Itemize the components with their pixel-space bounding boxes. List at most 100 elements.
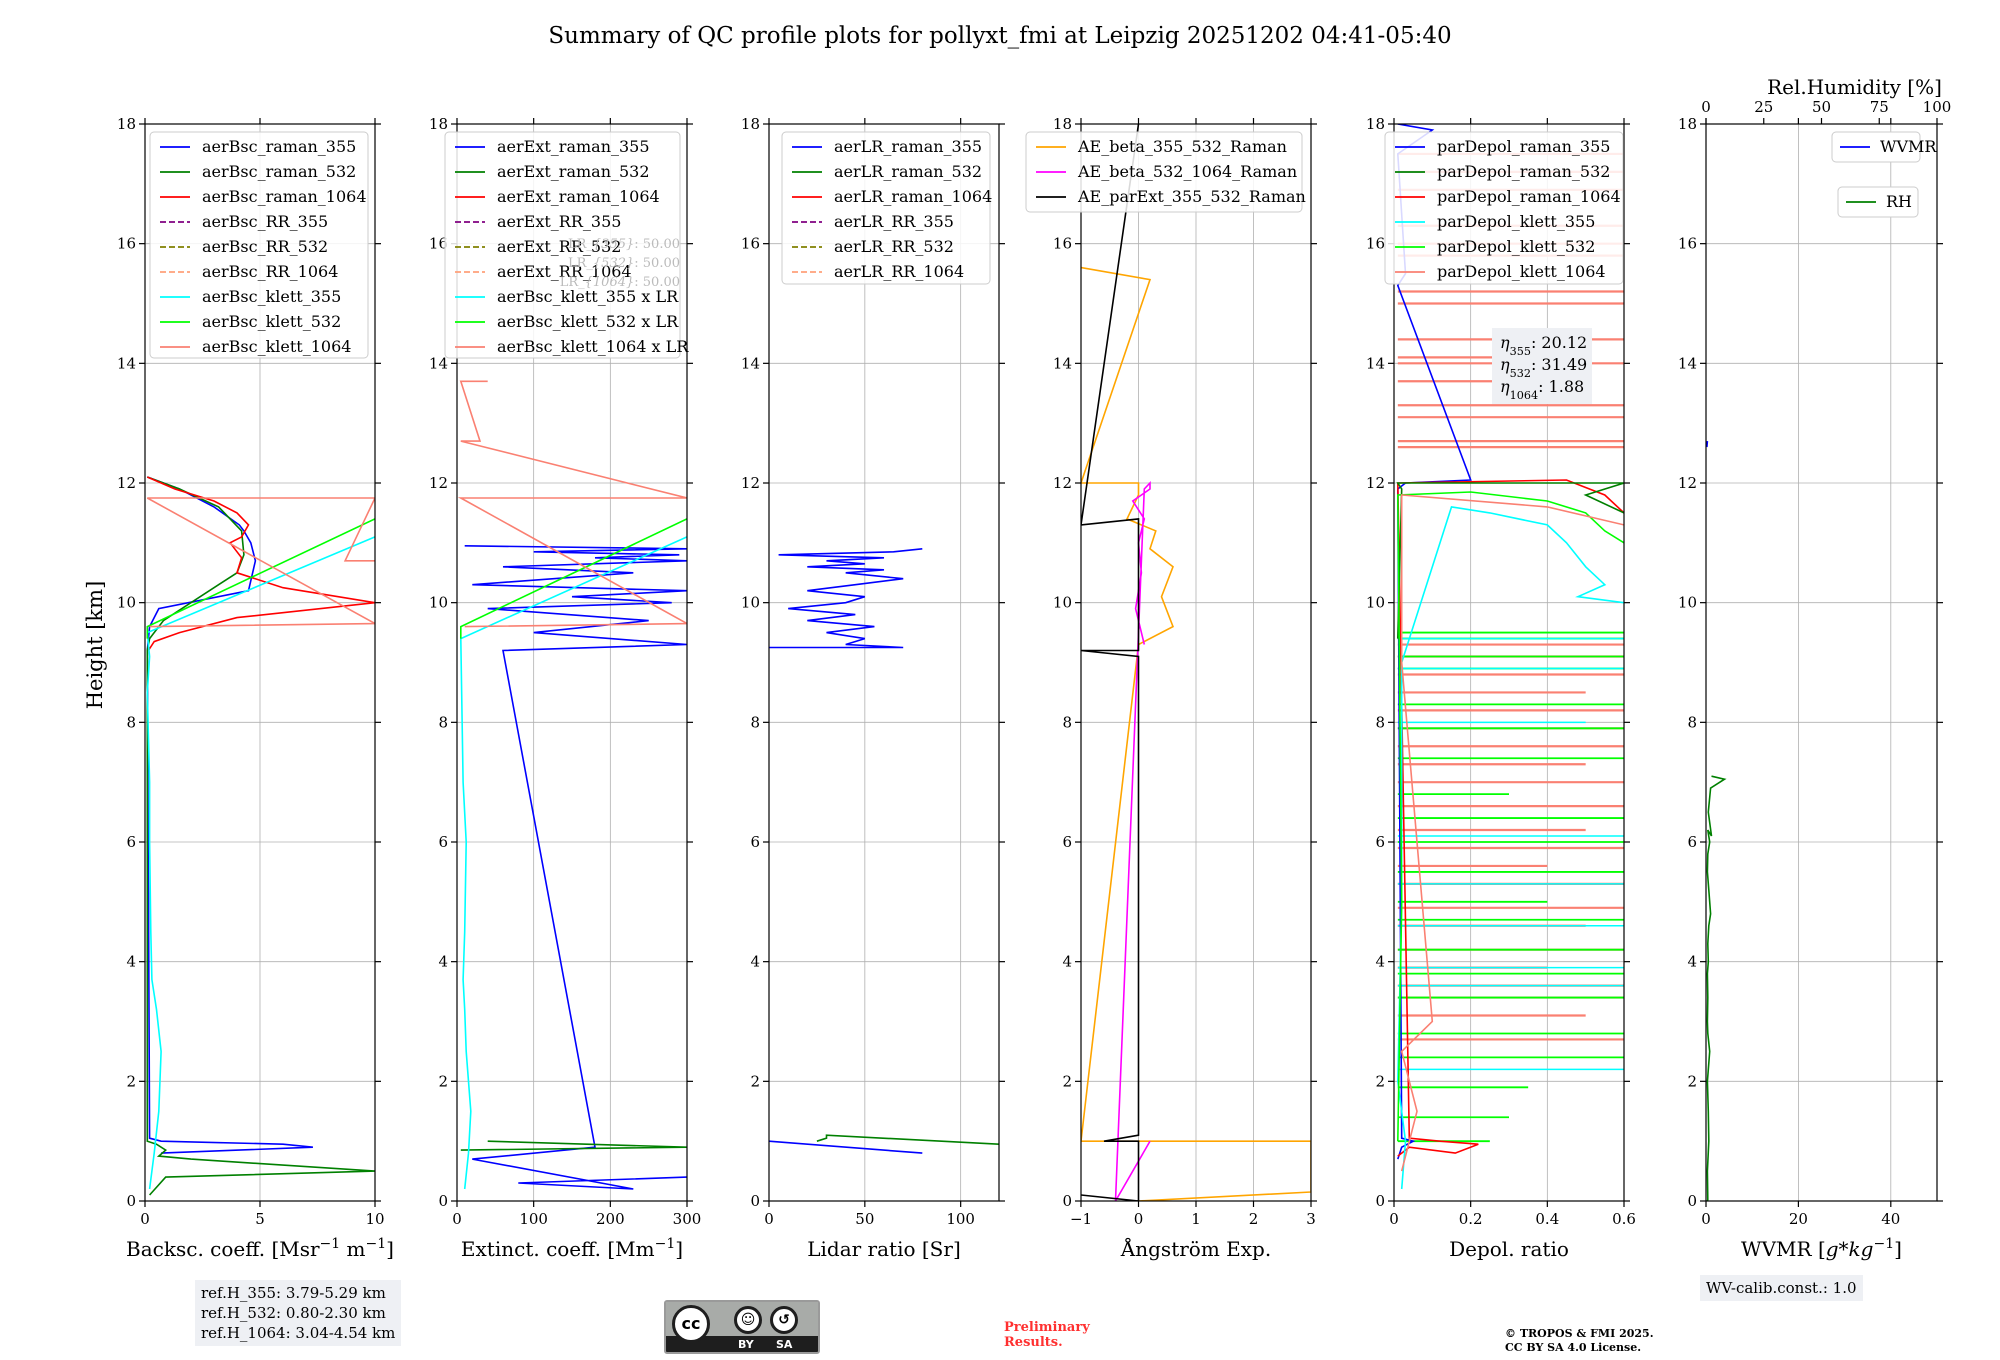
legend-label: aerLR_RR_1064 (834, 262, 964, 281)
cc-logo: cc (672, 1305, 710, 1343)
share-alike-icon: ↺ (770, 1306, 798, 1334)
attribution-icon: ☺ (734, 1306, 762, 1334)
y-tick-label: 2 (438, 1072, 448, 1090)
legend-label: parDepol_klett_532 (1437, 237, 1595, 256)
y-tick-label: 2 (1375, 1072, 1385, 1090)
y-tick-label: 6 (438, 833, 448, 851)
y-tick-label: 4 (438, 953, 448, 971)
y-tick-label: 6 (1062, 833, 1072, 851)
x-tick-label: 300 (673, 1210, 702, 1228)
legend-label: aerExt_RR_355 (497, 212, 621, 231)
legend-label: parDepol_raman_355 (1437, 137, 1610, 156)
legend-label: parDepol_klett_1064 (1437, 262, 1606, 281)
series-line-aerext-raman-355 (464, 545, 687, 1190)
x-tick-label: 0 (140, 1210, 150, 1228)
legend-box (781, 131, 991, 285)
y-tick-label: 6 (126, 833, 136, 851)
x-axis-label: WVMR [g*kg−1] (1741, 1236, 1902, 1261)
top-x-tick-label: 0 (1701, 98, 1711, 116)
series-line-pardepol-klett-355 (1396, 506, 1624, 1190)
legend-label: aerBsc_raman_355 (202, 137, 356, 156)
y-tick-label: 14 (117, 354, 136, 372)
y-tick-label: 12 (1366, 474, 1385, 492)
y-tick-label: 0 (1062, 1192, 1072, 1210)
plot-area (1706, 441, 1727, 1201)
y-tick-label: 18 (1366, 115, 1385, 133)
series-line-pardepol-raman-1064 (1396, 479, 1624, 1157)
legend-label: aerExt_raman_1064 (497, 187, 660, 206)
x-tick-label: 0.6 (1612, 1210, 1636, 1228)
cc-sa-label: SA (776, 1338, 793, 1351)
eta-label: η532: 31.49 (1500, 355, 1587, 380)
y-tick-label: 2 (750, 1072, 760, 1090)
y-tick-label: 2 (126, 1072, 136, 1090)
y-tick-label: 18 (741, 115, 760, 133)
y-tick-label: 14 (429, 354, 448, 372)
plot-area (457, 380, 687, 1190)
y-tick-label: 16 (1366, 235, 1385, 253)
x-tick-label: 0 (452, 1210, 462, 1228)
top-x-tick-label: 50 (1812, 98, 1831, 116)
panel-backscatter: 0 2 4 6 8 10 12 14 16 18 0 5 10 Backsc. coeff. [Msr−1… (117, 115, 394, 1261)
x-tick-label: 0 (1389, 1210, 1399, 1228)
x-tick-label: 100 (519, 1210, 548, 1228)
y-tick-label: 8 (1062, 713, 1072, 731)
legend-box-wvmr (1831, 131, 1921, 163)
plot-area (146, 476, 375, 1196)
x-tick-label: 100 (946, 1210, 975, 1228)
ref-height-355: ref.H_355: 3.79-5.29 km (201, 1284, 386, 1302)
panel-extinction: 0 2 4 6 8 10 12 14 16 18 0 100 200 300 Extinct. coeff.… (429, 115, 701, 1261)
x-tick-label: 5 (255, 1210, 265, 1228)
series-line-aerbsc-klett-355-x-lr (459, 536, 687, 1190)
plot-area (1396, 124, 1624, 1190)
y-tick-label: 12 (117, 474, 136, 492)
y-tick-label: 8 (1375, 713, 1385, 731)
x-tick-label: 50 (855, 1210, 874, 1228)
y-tick-label: 2 (1062, 1072, 1072, 1090)
y-tick-label: 14 (1053, 354, 1072, 372)
y-tick-label: 14 (1366, 354, 1385, 372)
legend-label: aerBsc_raman_1064 (202, 187, 367, 206)
eta-label: η1064: 1.88 (1500, 377, 1584, 402)
y-tick-label: 10 (741, 594, 760, 612)
series-line-aerbsc-klett-1064-x-lr (457, 380, 687, 628)
preliminary-line-1: Preliminary (1004, 1320, 1090, 1335)
legend-label: aerBsc_klett_532 (202, 312, 341, 331)
eta-label: η355: 20.12 (1500, 333, 1587, 358)
legend-label: aerLR_raman_355 (834, 137, 982, 156)
legend-label: aerBsc_RR_355 (202, 212, 328, 231)
y-tick-label: 10 (429, 594, 448, 612)
series-line-rh (1706, 775, 1727, 1201)
x-tick-label: 10 (365, 1210, 384, 1228)
legend-label: AE_beta_355_532_Raman (1077, 137, 1287, 156)
legend-label: aerExt_raman_532 (497, 162, 650, 181)
y-tick-label: 16 (741, 235, 760, 253)
legend-label: aerBsc_klett_355 x LR (497, 287, 679, 306)
y-tick-label: 16 (1678, 235, 1697, 253)
legend-label: aerBsc_RR_532 (202, 237, 328, 256)
plot-area (1081, 124, 1311, 1201)
y-tick-label: 6 (750, 833, 760, 851)
x-tick-label: 0.2 (1459, 1210, 1483, 1228)
y-tick-label: 18 (429, 115, 448, 133)
plot-frame (1705, 123, 1938, 1202)
panel-lidar_ratio: 0 2 4 6 8 10 12 14 16 18 0 50 100 Lidar ratio [Sr] aer… (741, 115, 1005, 1261)
y-tick-label: 4 (1062, 953, 1072, 971)
series-line-wvmr (1706, 441, 1709, 448)
series-line-aerlr-raman-532 (816, 1134, 999, 1145)
legend-label: aerBsc_klett_1064 (202, 337, 351, 356)
plot-frame (1393, 123, 1625, 1202)
legend-label: parDepol_raman_1064 (1437, 187, 1621, 206)
y-tick-label: 8 (438, 713, 448, 731)
y-tick-label: 12 (741, 474, 760, 492)
plot-area (769, 548, 999, 1154)
legend-box (1025, 131, 1303, 213)
y-tick-label: 16 (117, 235, 136, 253)
legend-label: aerExt_RR_532 (497, 237, 621, 256)
y-tick-label: 18 (1053, 115, 1072, 133)
legend-label: aerBsc_klett_355 (202, 287, 341, 306)
x-tick-label: 200 (596, 1210, 625, 1228)
y-tick-label: 14 (1678, 354, 1697, 372)
